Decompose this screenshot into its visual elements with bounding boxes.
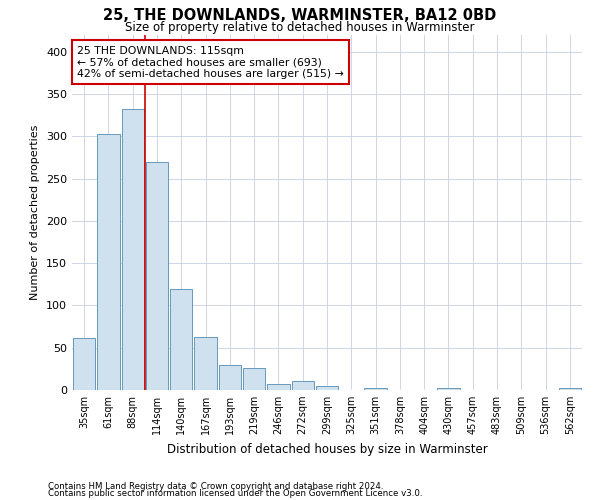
Text: 25, THE DOWNLANDS, WARMINSTER, BA12 0BD: 25, THE DOWNLANDS, WARMINSTER, BA12 0BD bbox=[103, 8, 497, 22]
Text: Contains HM Land Registry data © Crown copyright and database right 2024.: Contains HM Land Registry data © Crown c… bbox=[48, 482, 383, 491]
Text: Contains public sector information licensed under the Open Government Licence v3: Contains public sector information licen… bbox=[48, 490, 422, 498]
Bar bbox=[194, 337, 217, 390]
Text: 25 THE DOWNLANDS: 115sqm
← 57% of detached houses are smaller (693)
42% of semi-: 25 THE DOWNLANDS: 115sqm ← 57% of detach… bbox=[77, 46, 344, 79]
Bar bbox=[267, 384, 290, 390]
Bar bbox=[437, 388, 460, 390]
Bar bbox=[559, 388, 581, 390]
Bar bbox=[316, 386, 338, 390]
Bar bbox=[218, 366, 241, 390]
Bar bbox=[73, 338, 95, 390]
Bar bbox=[146, 162, 168, 390]
Bar bbox=[292, 380, 314, 390]
Bar bbox=[243, 368, 265, 390]
Y-axis label: Number of detached properties: Number of detached properties bbox=[31, 125, 40, 300]
Bar bbox=[97, 134, 119, 390]
Bar bbox=[122, 108, 144, 390]
Bar bbox=[170, 288, 193, 390]
Bar bbox=[364, 388, 387, 390]
Text: Size of property relative to detached houses in Warminster: Size of property relative to detached ho… bbox=[125, 21, 475, 34]
X-axis label: Distribution of detached houses by size in Warminster: Distribution of detached houses by size … bbox=[167, 442, 487, 456]
